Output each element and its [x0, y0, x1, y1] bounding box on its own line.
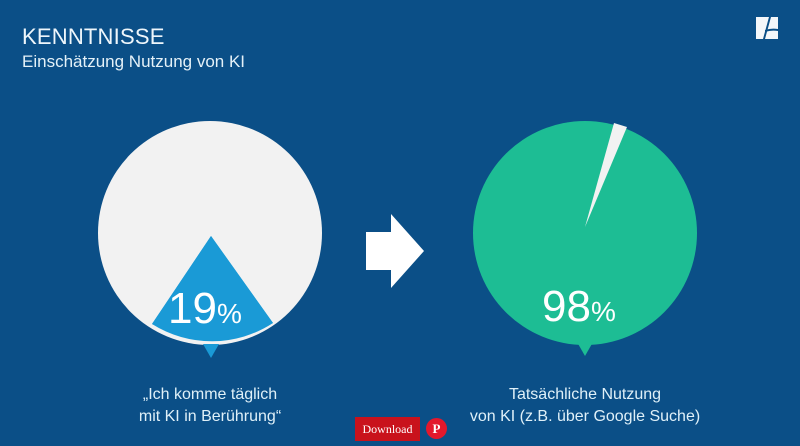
actual-pie-rest: [585, 123, 627, 227]
slide-title: KENNTNISSE: [22, 24, 165, 49]
estimate-pie-chart: [98, 121, 322, 358]
actual-percentage: 98%: [542, 285, 616, 329]
actual-caption-line1: Tatsächliche Nutzung: [508, 386, 662, 403]
estimate-caption: „Ich komme täglich mit KI in Berührung“: [90, 384, 330, 428]
pinterest-icon[interactable]: P: [426, 418, 447, 439]
actual-caption-line2: von KI (z.B. über Google Suche): [469, 408, 701, 425]
arrow-right-icon: [366, 214, 424, 288]
actual-caption: Tatsächliche Nutzung von KI (z.B. über G…: [450, 384, 720, 428]
actual-pie-chart: [473, 121, 697, 356]
slide-subtitle: Einschätzung Nutzung von KI: [22, 52, 246, 71]
estimate-pie-rest: [98, 121, 322, 345]
estimate-caption-line1: „Ich komme täglich: [142, 386, 278, 403]
publisher-logo-icon: [756, 17, 778, 39]
actual-pie-slice: [473, 121, 697, 345]
estimate-unit: %: [216, 298, 242, 329]
actual-unit: %: [590, 296, 616, 327]
actual-callout-tail: [577, 342, 593, 356]
estimate-caption-line2: mit KI in Berührung“: [138, 408, 282, 425]
estimate-value: 19: [168, 284, 217, 333]
download-button[interactable]: Download: [355, 417, 420, 441]
actual-value: 98: [542, 282, 591, 331]
estimate-callout-tail: [203, 344, 219, 358]
estimate-percentage: 19%: [168, 287, 242, 331]
